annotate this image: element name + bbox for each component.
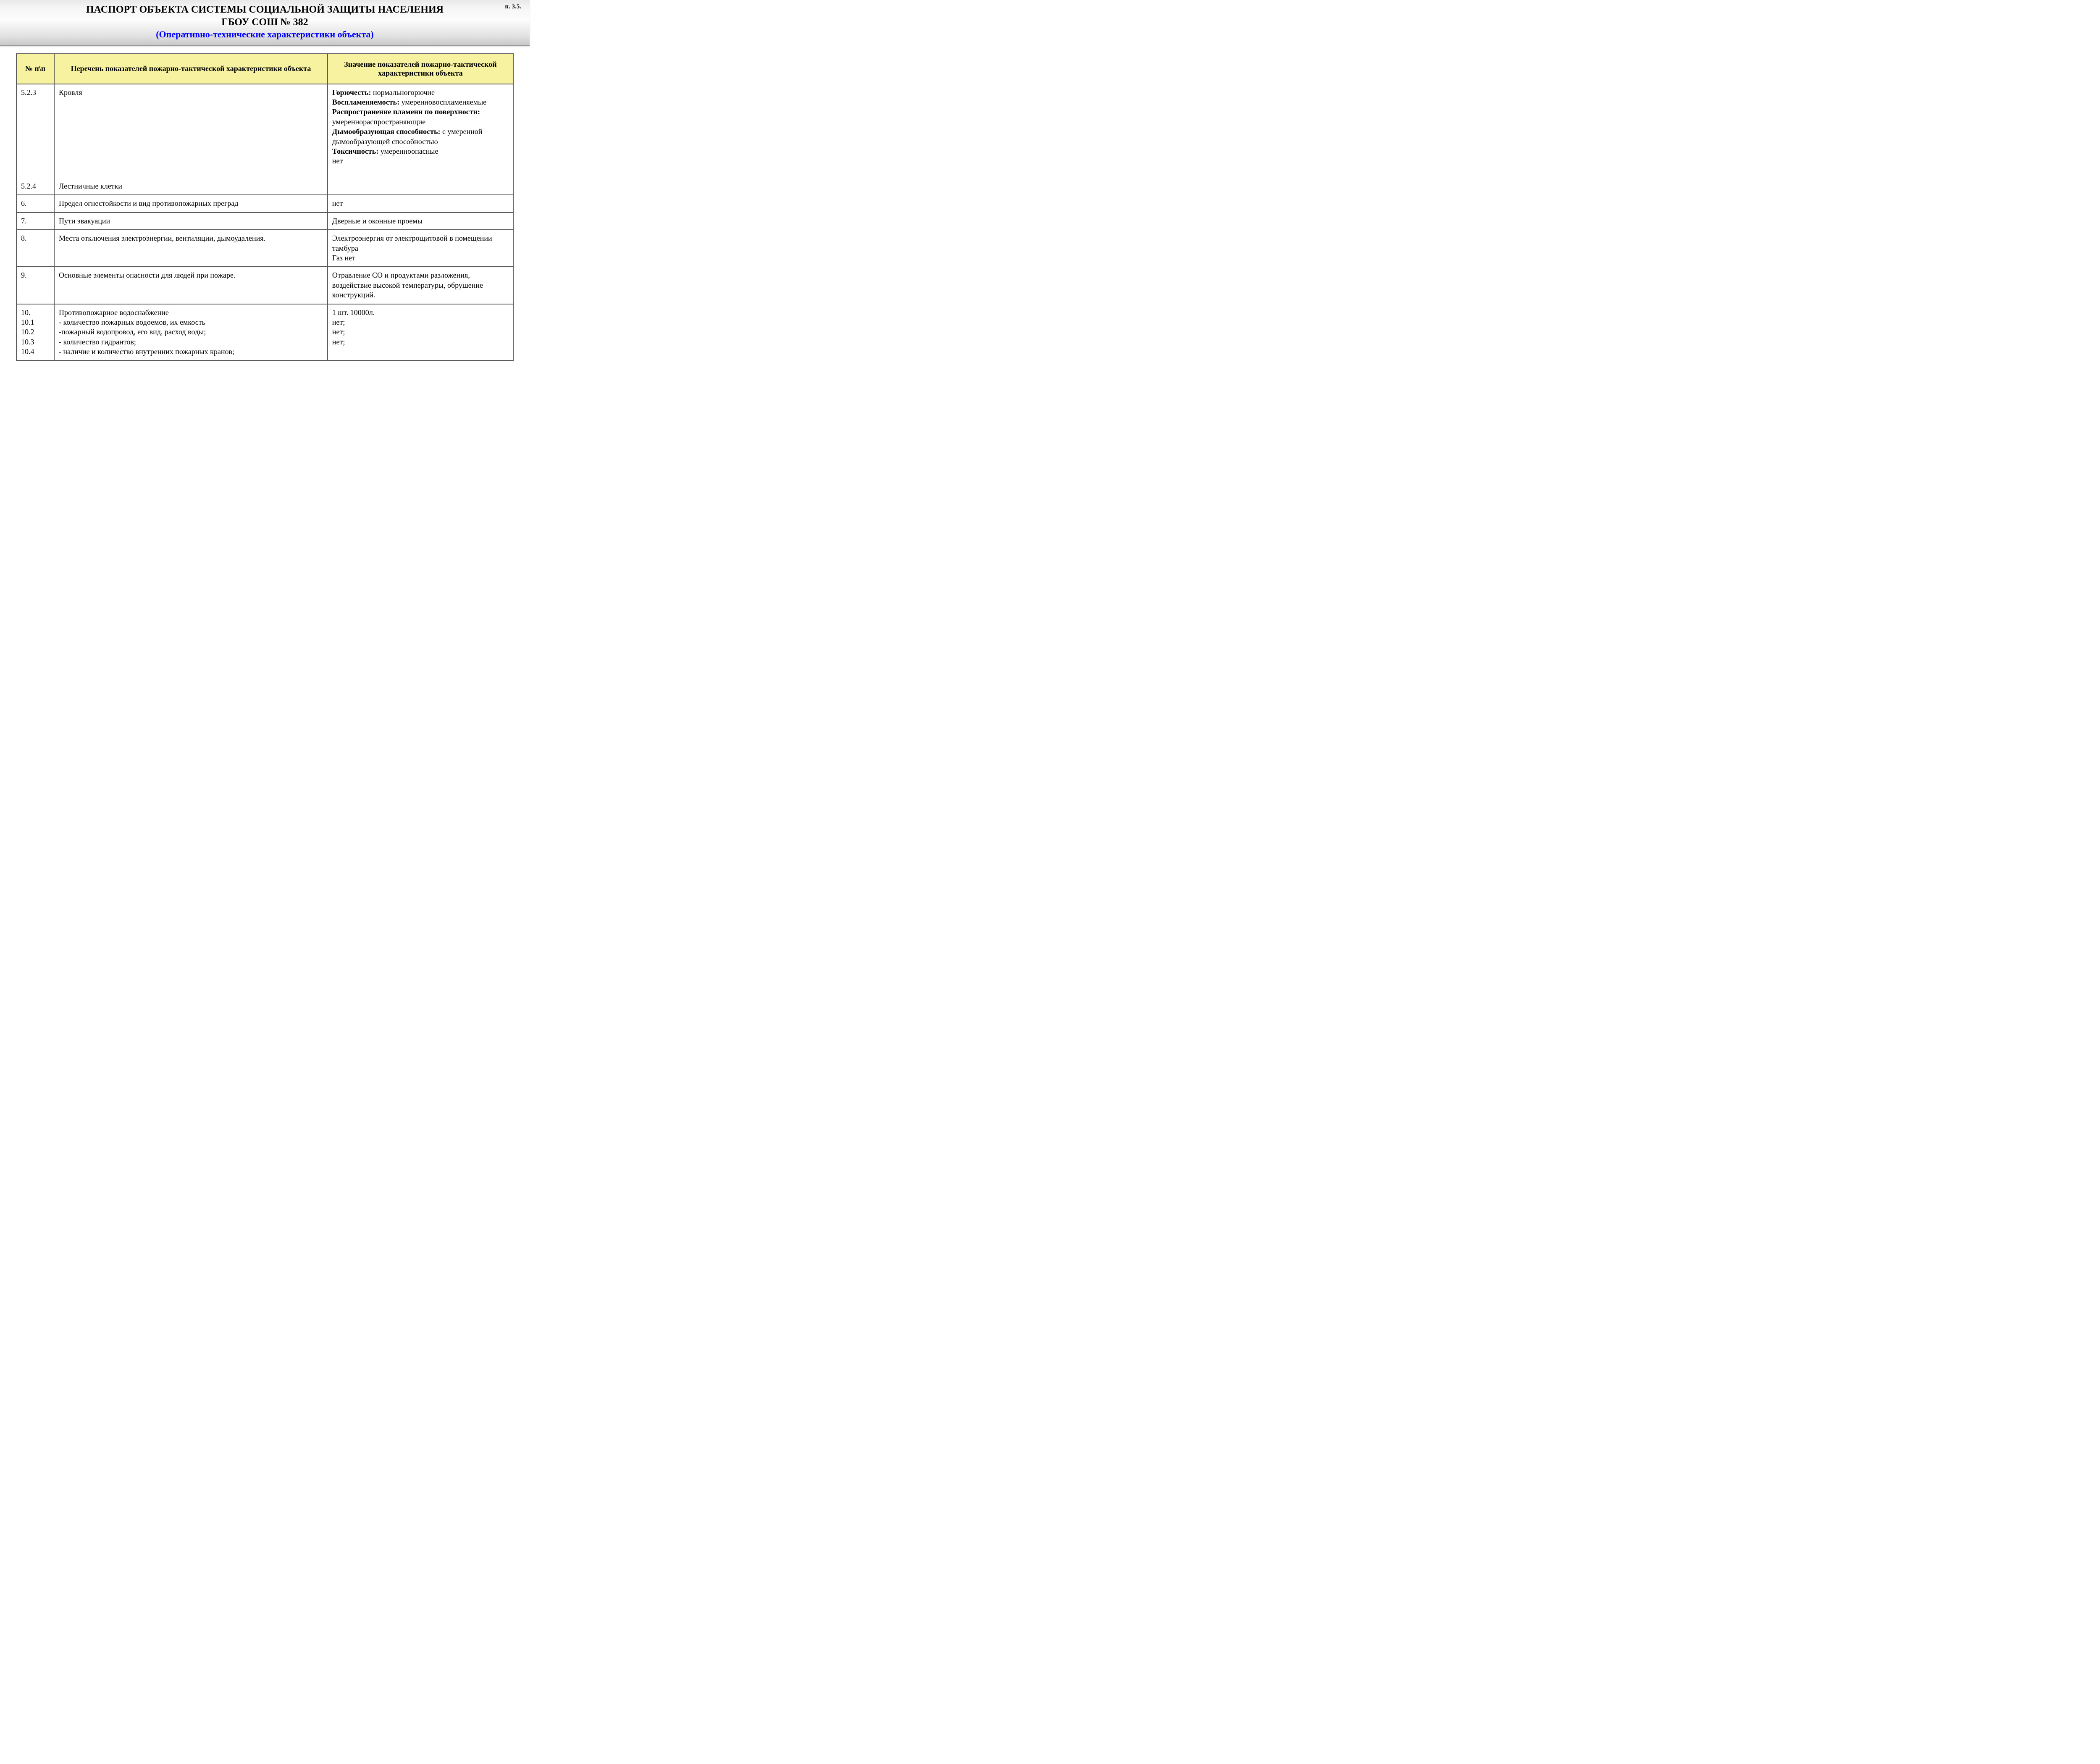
name-item: - наличие и количество внутренних пожарн… bbox=[59, 347, 323, 357]
cell-name: Основные элементы опасности для людей пр… bbox=[54, 267, 328, 304]
num-line: 10.3 bbox=[21, 337, 50, 347]
name-item: - количество гидрантов; bbox=[59, 337, 323, 347]
value-line: 1 шт. 10000л. bbox=[332, 308, 509, 318]
cell-value: 1 шт. 10000л. нет; нет; нет; bbox=[328, 304, 513, 361]
num-line: 10. bbox=[21, 308, 50, 318]
header-bar: п. 3.5. ПАСПОРТ ОБЪЕКТА СИСТЕМЫ СОЦИАЛЬН… bbox=[0, 0, 530, 46]
col-header-name: Перечень показателей пожарно-тактической… bbox=[54, 54, 328, 84]
value-line: нет; bbox=[332, 327, 509, 337]
kv-pair: Воспламеняемость: умеренновоспламеняемые bbox=[332, 97, 509, 107]
kv-pair: Распространение пламени по поверхности: … bbox=[332, 107, 509, 127]
table-header-row: № п\п Перечень показателей пожарно-такти… bbox=[16, 54, 513, 84]
name-524: Лестничные клетки bbox=[59, 181, 323, 191]
cell-num: 9. bbox=[16, 267, 54, 304]
cell-num: 8. bbox=[16, 230, 54, 267]
cell-name: Предел огнестойкости и вид противопожарн… bbox=[54, 195, 328, 212]
table-row: 8. Места отключения электроэнергии, вент… bbox=[16, 230, 513, 267]
name-head: Противопожарное водоснабжение bbox=[59, 308, 323, 318]
cell-value: Отравление СО и продуктами разложения, в… bbox=[328, 267, 513, 304]
table-container: № п\п Перечень показателей пожарно-такти… bbox=[0, 46, 530, 370]
num-line: 10.4 bbox=[21, 347, 50, 357]
value-tail: нет bbox=[332, 156, 509, 166]
table-row: 10. 10.1 10.2 10.3 10.4 Противопожарное … bbox=[16, 304, 513, 361]
document-page: п. 3.5. ПАСПОРТ ОБЪЕКТА СИСТЕМЫ СОЦИАЛЬН… bbox=[0, 0, 530, 369]
corner-label: п. 3.5. bbox=[505, 3, 521, 10]
cell-num: 5.2.3 5.2.4 bbox=[16, 84, 54, 195]
kv-pair: Дымообразующая способность: с умеренной … bbox=[332, 127, 509, 147]
num-line: 10.1 bbox=[21, 318, 50, 327]
cell-name: Кровля Лестничные клетки bbox=[54, 84, 328, 195]
num-523: 5.2.3 bbox=[21, 88, 50, 97]
table-row: 5.2.3 5.2.4 Кровля Лестничные клетки Гор… bbox=[16, 84, 513, 195]
page-title-line1: ПАСПОРТ ОБЪЕКТА СИСТЕМЫ СОЦИАЛЬНОЙ ЗАЩИТ… bbox=[8, 3, 521, 16]
table-row: 6. Предел огнестойкости и вид противопож… bbox=[16, 195, 513, 212]
cell-value: нет bbox=[328, 195, 513, 212]
kv-pair: Токсичность: умеренноопасные bbox=[332, 147, 509, 156]
table-row: 9. Основные элементы опасности для людей… bbox=[16, 267, 513, 304]
value-line: Электроэнергия от электрощитовой в помещ… bbox=[332, 234, 509, 253]
cell-value: Горючесть: нормальногорючие Воспламеняем… bbox=[328, 84, 513, 195]
table-row: 7. Пути эвакуации Дверные и оконные прое… bbox=[16, 213, 513, 230]
cell-name: Противопожарное водоснабжение - количест… bbox=[54, 304, 328, 361]
kv-pair: Горючесть: нормальногорючие bbox=[332, 88, 509, 97]
cell-value: Дверные и оконные проемы bbox=[328, 213, 513, 230]
value-line: нет; bbox=[332, 337, 509, 347]
cell-num: 7. bbox=[16, 213, 54, 230]
col-header-value: Значение показателей пожарно-тактической… bbox=[328, 54, 513, 84]
name-item: -пожарный водопровод, его вид, расход во… bbox=[59, 327, 323, 337]
characteristics-table: № п\п Перечень показателей пожарно-такти… bbox=[16, 53, 514, 361]
col-header-num: № п\п bbox=[16, 54, 54, 84]
cell-name: Места отключения электроэнергии, вентиля… bbox=[54, 230, 328, 267]
page-subtitle: (Оперативно-технические характеристики о… bbox=[8, 29, 521, 41]
page-title-line2: ГБОУ СОШ № 382 bbox=[8, 16, 521, 29]
value-line: Газ нет bbox=[332, 253, 509, 263]
num-524: 5.2.4 bbox=[21, 181, 50, 191]
name-item: - количество пожарных водоемов, их емкос… bbox=[59, 318, 323, 327]
cell-num: 10. 10.1 10.2 10.3 10.4 bbox=[16, 304, 54, 361]
value-line: нет; bbox=[332, 318, 509, 327]
cell-num: 6. bbox=[16, 195, 54, 212]
cell-name: Пути эвакуации bbox=[54, 213, 328, 230]
num-line: 10.2 bbox=[21, 327, 50, 337]
cell-value: Электроэнергия от электрощитовой в помещ… bbox=[328, 230, 513, 267]
name-523: Кровля bbox=[59, 88, 323, 97]
